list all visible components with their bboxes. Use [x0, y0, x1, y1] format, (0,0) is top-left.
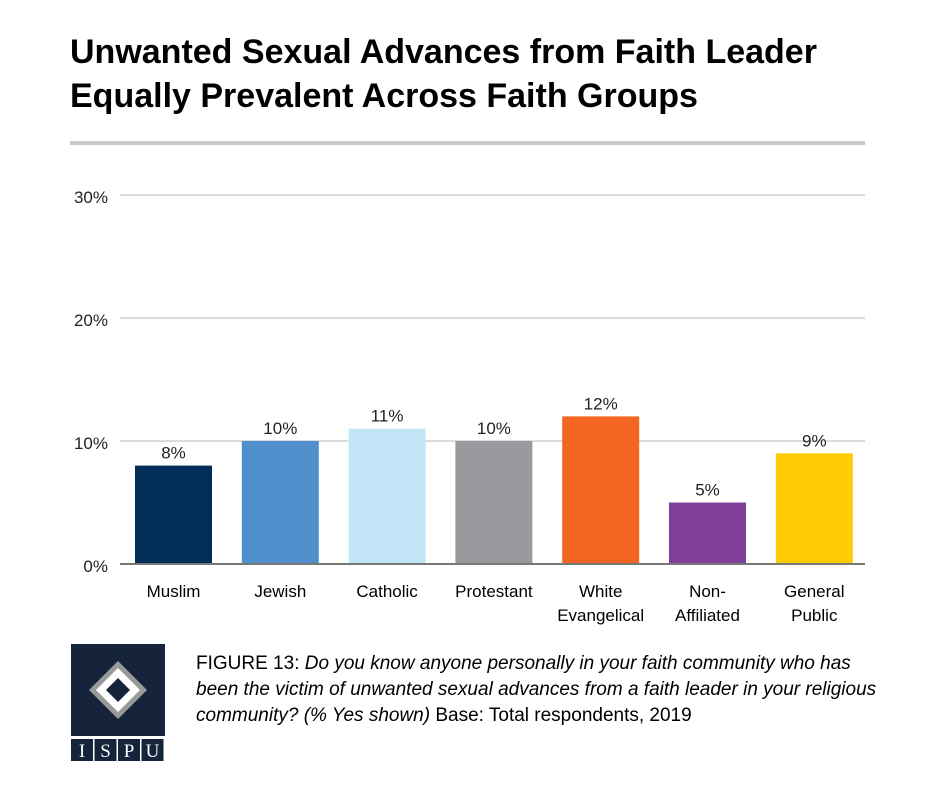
y-tick-label: 10% — [74, 434, 108, 453]
x-tick-label: Muslim — [147, 582, 201, 601]
y-tick-label: 0% — [83, 557, 108, 576]
bar — [348, 428, 426, 564]
figure-caption: FIGURE 13: Do you know anyone personally… — [196, 653, 877, 726]
figure-question: Do you know anyone personally in your fa… — [196, 653, 877, 726]
bar — [135, 465, 212, 564]
bar — [669, 502, 746, 564]
data-label: 11% — [371, 407, 404, 426]
figure-base: Base: Total respondents, 2019 — [430, 705, 692, 726]
x-tick-label: Protestant — [455, 582, 533, 601]
data-label: 8% — [161, 444, 186, 463]
logo-letter-box — [71, 739, 93, 761]
chart-title: Unwanted Sexual Advances from Faith Lead… — [70, 33, 817, 115]
x-tick-label: Catholic — [356, 582, 418, 601]
bar — [775, 453, 853, 564]
data-label: 9% — [802, 431, 827, 450]
logo-letter-box — [94, 739, 117, 761]
x-tick-label: General — [784, 582, 844, 601]
x-tick-label: Jewish — [254, 582, 306, 601]
logo-letter: P — [124, 741, 135, 761]
logo-letter-box — [141, 739, 164, 761]
logo-letter: U — [146, 741, 160, 761]
logo-letter: S — [100, 741, 111, 761]
x-tick-label: White — [579, 582, 622, 601]
bar — [455, 441, 533, 564]
y-tick-label: 20% — [74, 311, 108, 330]
x-tick-label: Evangelical — [557, 606, 644, 625]
logo-letter: I — [79, 741, 85, 761]
data-label: 12% — [584, 394, 618, 413]
x-tick-label: Public — [791, 606, 838, 625]
bar — [241, 441, 319, 564]
bar-chart: 0% 10% 20% 30% 8% Muslim 10% Jewish 11% Catholic 1… — [74, 188, 865, 625]
title-divider — [70, 141, 865, 145]
data-label: 5% — [695, 481, 720, 500]
bar — [562, 416, 640, 564]
data-label: 10% — [477, 419, 511, 438]
x-tick-label: Affiliated — [675, 606, 740, 625]
x-tick-label: Non- — [689, 582, 726, 601]
data-label: 10% — [263, 419, 297, 438]
y-tick-label: 30% — [74, 188, 108, 207]
figure-label: FIGURE 13 — [196, 653, 295, 674]
logo-letter-box — [118, 739, 140, 761]
